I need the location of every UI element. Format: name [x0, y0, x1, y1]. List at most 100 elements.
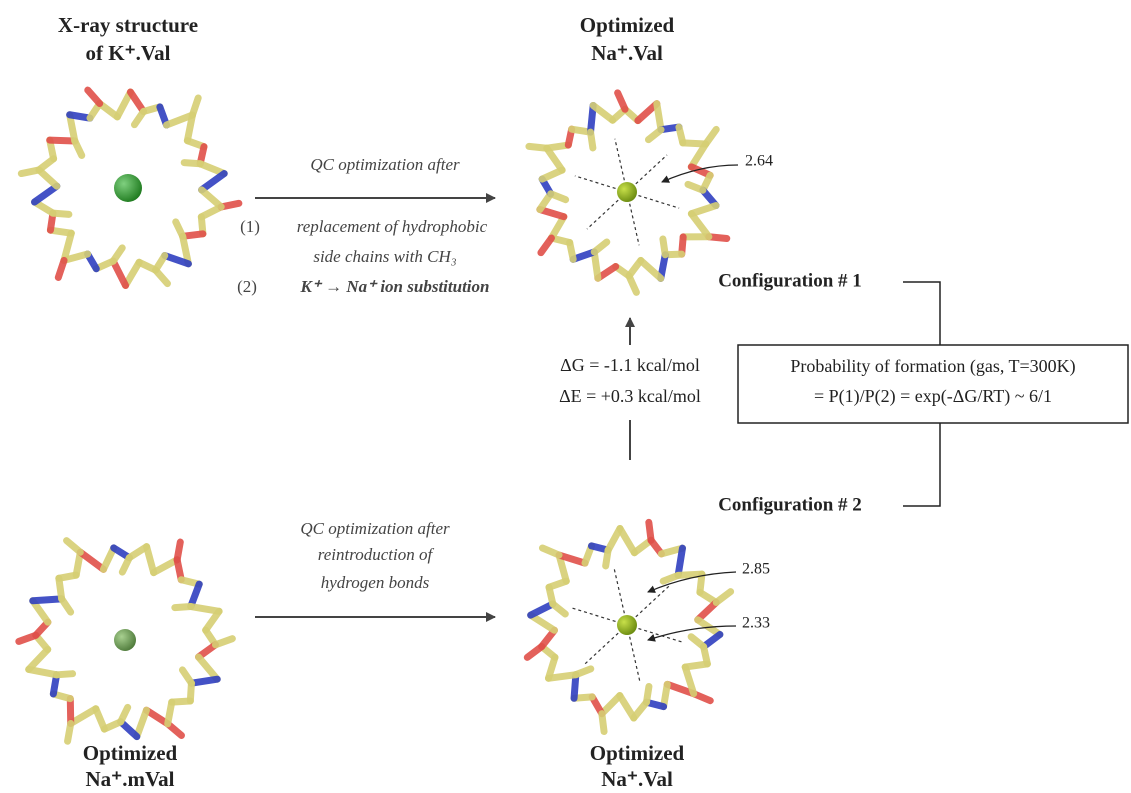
bond: [606, 550, 608, 566]
bond: [691, 144, 705, 167]
arrow-label: side chains with CH₃: [313, 247, 456, 266]
bond: [202, 174, 225, 190]
bond: [678, 548, 682, 575]
probability-text: Probability of formation (gas, T=300K): [790, 356, 1075, 377]
bond: [177, 542, 180, 560]
bond: [576, 669, 591, 675]
bond: [620, 696, 634, 718]
bond: [184, 163, 200, 164]
bond: [134, 111, 143, 124]
bond: [113, 248, 122, 261]
bond: [121, 707, 128, 721]
bond: [35, 186, 57, 202]
arrow-label: K⁺ → Na⁺ ion substitution: [300, 277, 490, 296]
connector: [903, 282, 940, 345]
ion: [617, 182, 637, 202]
bond: [691, 214, 708, 237]
panel-title: Optimized: [83, 741, 178, 765]
bond: [663, 575, 678, 581]
bond: [540, 209, 564, 216]
bond: [602, 696, 620, 714]
bond: [58, 260, 64, 277]
bond: [62, 599, 71, 612]
arrow-label: QC optimization after: [300, 519, 450, 538]
bond: [156, 270, 168, 283]
bond: [698, 602, 716, 619]
bond: [29, 649, 48, 669]
bond: [88, 90, 100, 103]
ion: [617, 615, 637, 635]
bond: [594, 242, 607, 252]
panel-title: Na⁺.mVal: [85, 767, 174, 791]
bond: [648, 130, 661, 140]
connector: [903, 423, 940, 506]
bond: [527, 647, 541, 658]
bond: [103, 548, 113, 569]
bond: [547, 148, 562, 170]
bond: [146, 710, 167, 724]
arrow-label: hydrogen bonds: [321, 573, 430, 592]
bond: [593, 105, 612, 120]
bond: [21, 170, 39, 174]
bond: [649, 522, 651, 540]
bond: [117, 92, 130, 117]
bond: [154, 560, 177, 573]
configuration: Configuration # 2: [718, 494, 862, 515]
bond: [646, 686, 648, 702]
bond: [182, 670, 191, 683]
bond: [688, 184, 703, 190]
bond: [541, 238, 552, 253]
bond: [53, 213, 69, 214]
bond: [602, 714, 604, 732]
bond: [553, 604, 565, 614]
panel-title: Na⁺.Val: [591, 41, 663, 65]
bond: [629, 276, 636, 292]
bond: [191, 584, 199, 606]
bond: [716, 592, 730, 603]
bond: [168, 702, 172, 724]
bond: [706, 129, 717, 144]
bond: [551, 194, 566, 200]
bond: [531, 604, 553, 615]
configuration: Configuration # 1: [718, 270, 862, 291]
distance-label: 2.64: [745, 153, 773, 170]
step-number: (1): [240, 217, 260, 236]
bond: [657, 104, 661, 130]
panel-title: X-ray structure: [58, 13, 198, 37]
bond: [75, 141, 82, 155]
bond: [175, 607, 191, 608]
bond: [122, 558, 129, 572]
bond: [215, 639, 232, 645]
step-number: (2): [237, 277, 257, 296]
molecules: [19, 90, 731, 741]
bond: [33, 599, 62, 601]
bond: [113, 261, 125, 285]
arrow-label: reintroduction of: [318, 545, 435, 564]
ion: [114, 174, 142, 202]
bond: [542, 548, 559, 555]
energy: ΔG = -1.1 kcal/mol: [560, 355, 700, 375]
bond: [691, 206, 716, 214]
panel-title: of K⁺.Val: [86, 41, 171, 65]
bond: [29, 669, 57, 674]
bond: [529, 146, 547, 148]
bond: [618, 93, 625, 109]
bond: [39, 170, 57, 186]
bond: [147, 547, 154, 573]
bond: [50, 140, 75, 141]
bond: [591, 132, 593, 148]
bond: [594, 252, 598, 278]
bond: [80, 552, 103, 569]
bond: [130, 92, 143, 111]
panel-title: Optimized: [590, 741, 685, 765]
bond: [531, 615, 555, 630]
panel-title: Na⁺.Val: [601, 767, 673, 791]
bond: [57, 674, 73, 675]
panel-title: Optimized: [580, 13, 675, 37]
distance-label: 2.85: [742, 561, 770, 578]
probability-text: = P(1)/P(2) = exp(-ΔG/RT) ~ 6/1: [814, 386, 1052, 407]
bond: [663, 239, 665, 255]
diagram: X-ray structure of K⁺.Val Optimized Na⁺.…: [0, 0, 1131, 793]
bond: [176, 222, 183, 236]
ion: [114, 629, 136, 651]
